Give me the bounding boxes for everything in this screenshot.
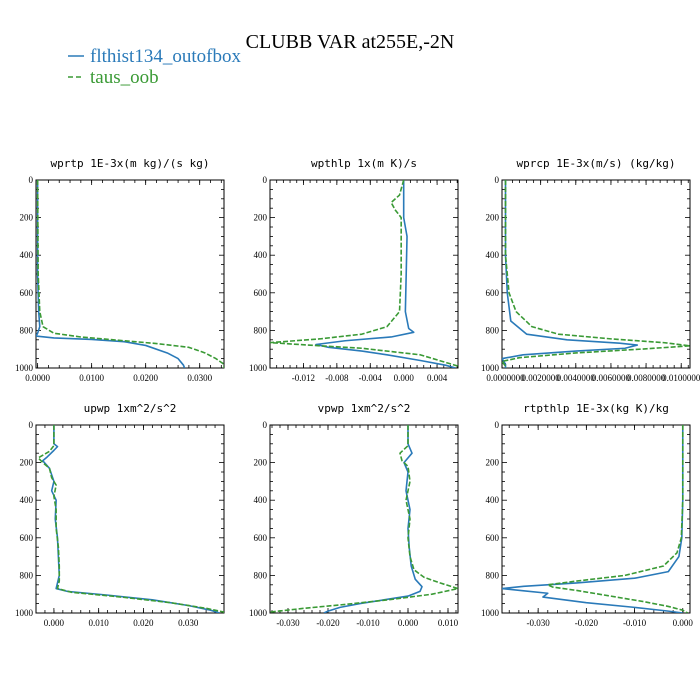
ytick-label-5-0: 0 xyxy=(495,420,500,430)
xtick-label-4-4: 0.010 xyxy=(438,618,459,628)
ytick-label-2-0: 0 xyxy=(495,175,500,185)
ytick-label-5-1: 200 xyxy=(486,458,500,468)
panel-title-0: wprtp 1E-3x(m kg)/(s kg) xyxy=(51,157,210,170)
panel-title-1: wpthlp 1x(m K)/s xyxy=(311,157,417,170)
ytick-label-3-5: 1000 xyxy=(15,608,34,618)
xtick-label-1-0: -0.012 xyxy=(292,373,315,383)
panel-0: wprtp 1E-3x(m kg)/(s kg) 0 200 400 600 800 100… xyxy=(15,157,225,383)
ytick-label-1-3: 600 xyxy=(254,288,268,298)
xtick-label-0-0: 0.0000 xyxy=(25,373,50,383)
ytick-label-0-3: 600 xyxy=(20,288,34,298)
xtick-label-0-2: 0.0200 xyxy=(133,373,158,383)
xtick-label-2-2: 0.0040000 xyxy=(557,373,596,383)
series-line-0-0 xyxy=(36,180,186,368)
panel-4: vpwp 1xm^2/s^2 0 200 400 600 800 1000 -0.030 -0.… xyxy=(249,402,459,628)
ytick-label-3-4: 800 xyxy=(20,570,34,580)
xtick-label-3-3: 0.030 xyxy=(178,618,199,628)
ytick-label-0-5: 1000 xyxy=(15,363,34,373)
xtick-label-4-3: 0.000 xyxy=(398,618,419,628)
plot-frame-2 xyxy=(501,179,691,369)
panel-5: rtpthlp 1E-3x(kg K)/kg 0 200 400 600 800 1000 -… xyxy=(481,402,693,628)
xtick-label-2-1: 0.0020000 xyxy=(522,373,561,383)
plot-frame-0 xyxy=(35,179,225,369)
ytick-label-4-0: 0 xyxy=(263,420,268,430)
plot-frame-5 xyxy=(501,424,691,614)
ytick-label-4-4: 800 xyxy=(254,570,268,580)
panel-title-4: vpwp 1xm^2/s^2 xyxy=(318,402,411,415)
plot-frame-3 xyxy=(35,424,225,614)
ytick-label-4-5: 1000 xyxy=(249,608,268,618)
ytick-label-3-2: 400 xyxy=(20,495,34,505)
series-line-0-1 xyxy=(36,180,224,368)
ytick-label-5-4: 800 xyxy=(486,570,500,580)
xtick-label-2-4: 0.0080000 xyxy=(627,373,666,383)
ytick-label-0-1: 200 xyxy=(20,213,34,223)
ytick-label-1-0: 0 xyxy=(263,175,268,185)
series-line-4-0 xyxy=(323,425,423,613)
ytick-label-1-5: 1000 xyxy=(249,363,268,373)
legend-entry-1: taus_oob xyxy=(90,67,159,88)
panel-1: wpthlp 1x(m K)/s02004006008001000-0.012-… xyxy=(249,157,459,383)
xtick-label-5-2: -0.010 xyxy=(623,618,647,628)
ytick-label-5-3: 600 xyxy=(486,533,500,543)
series-line-1-1 xyxy=(270,180,458,368)
panels: wprtp 1E-3x(m kg)/(s kg) 0 200 400 600 800 100… xyxy=(15,157,700,628)
xtick-label-4-1: -0.020 xyxy=(316,618,340,628)
xtick-label-3-2: 0.020 xyxy=(133,618,154,628)
ytick-label-0-4: 800 xyxy=(20,325,34,335)
series-line-2-0 xyxy=(502,180,639,368)
series-line-5-0 xyxy=(502,425,684,613)
ytick-label-2-3: 600 xyxy=(486,288,500,298)
xtick-label-5-1: -0.020 xyxy=(575,618,599,628)
xtick-label-3-0: 0.000 xyxy=(44,618,65,628)
ytick-label-3-1: 200 xyxy=(20,458,34,468)
ytick-label-0-0: 0 xyxy=(29,175,34,185)
xtick-label-1-2: -0.004 xyxy=(359,373,383,383)
ytick-label-3-0: 0 xyxy=(29,420,34,430)
ytick-label-4-1: 200 xyxy=(254,458,268,468)
series-line-3-1 xyxy=(37,425,224,613)
series-line-2-1 xyxy=(502,180,690,368)
panel-3: upwp 1xm^2/s^2 0 200 400 600 800 1000 0.000 0.01… xyxy=(15,402,225,628)
series-line-5-1 xyxy=(546,425,688,613)
xtick-label-4-2: -0.010 xyxy=(356,618,380,628)
ytick-label-4-2: 400 xyxy=(254,495,268,505)
figure-title: CLUBB VAR at255E,-2N xyxy=(246,31,455,53)
xtick-label-5-3: 0.000 xyxy=(673,618,694,628)
xtick-label-2-3: 0.0060000 xyxy=(592,373,631,383)
ytick-label-3-3: 600 xyxy=(20,533,34,543)
series-line-4-1 xyxy=(270,425,458,613)
xtick-label-2-5: 0.0100000 xyxy=(662,373,700,383)
ytick-label-2-2: 400 xyxy=(486,250,500,260)
legend-entry-0: flthist134_outofbox xyxy=(90,46,241,67)
ytick-label-5-5: 1000 xyxy=(481,608,500,618)
panel-2: wprcp 1E-3x(m/s) (kg/kg) 0 200 400 600 800 100… xyxy=(481,157,700,383)
xtick-label-2-0: 0.0000000 xyxy=(486,373,525,383)
series-line-1-0 xyxy=(315,180,456,368)
ytick-label-4-3: 600 xyxy=(254,533,268,543)
plot-frame-4 xyxy=(269,424,459,614)
xtick-label-1-1: -0.008 xyxy=(325,373,349,383)
ytick-label-5-2: 400 xyxy=(486,495,500,505)
ytick-label-1-2: 400 xyxy=(254,250,268,260)
xtick-label-0-1: 0.0100 xyxy=(79,373,104,383)
panel-title-3: upwp 1xm^2/s^2 xyxy=(84,402,177,415)
panel-title-2: wprcp 1E-3x(m/s) (kg/kg) xyxy=(517,157,676,170)
xtick-label-3-1: 0.010 xyxy=(89,618,110,628)
xtick-label-1-4: 0.004 xyxy=(427,373,448,383)
ytick-label-1-1: 200 xyxy=(254,213,268,223)
panel-title-5: rtpthlp 1E-3x(kg K)/kg xyxy=(523,402,669,415)
ytick-label-2-1: 200 xyxy=(486,213,500,223)
xtick-label-0-3: 0.0300 xyxy=(187,373,212,383)
ytick-label-0-2: 400 xyxy=(20,250,34,260)
xtick-label-5-0: -0.030 xyxy=(527,618,551,628)
ytick-label-2-4: 800 xyxy=(486,325,500,335)
series-line-3-0 xyxy=(41,425,220,613)
ytick-label-2-5: 1000 xyxy=(481,363,500,373)
xtick-label-4-0: -0.030 xyxy=(276,618,300,628)
ytick-label-1-4: 800 xyxy=(254,325,268,335)
xtick-label-1-3: 0.000 xyxy=(394,373,415,383)
